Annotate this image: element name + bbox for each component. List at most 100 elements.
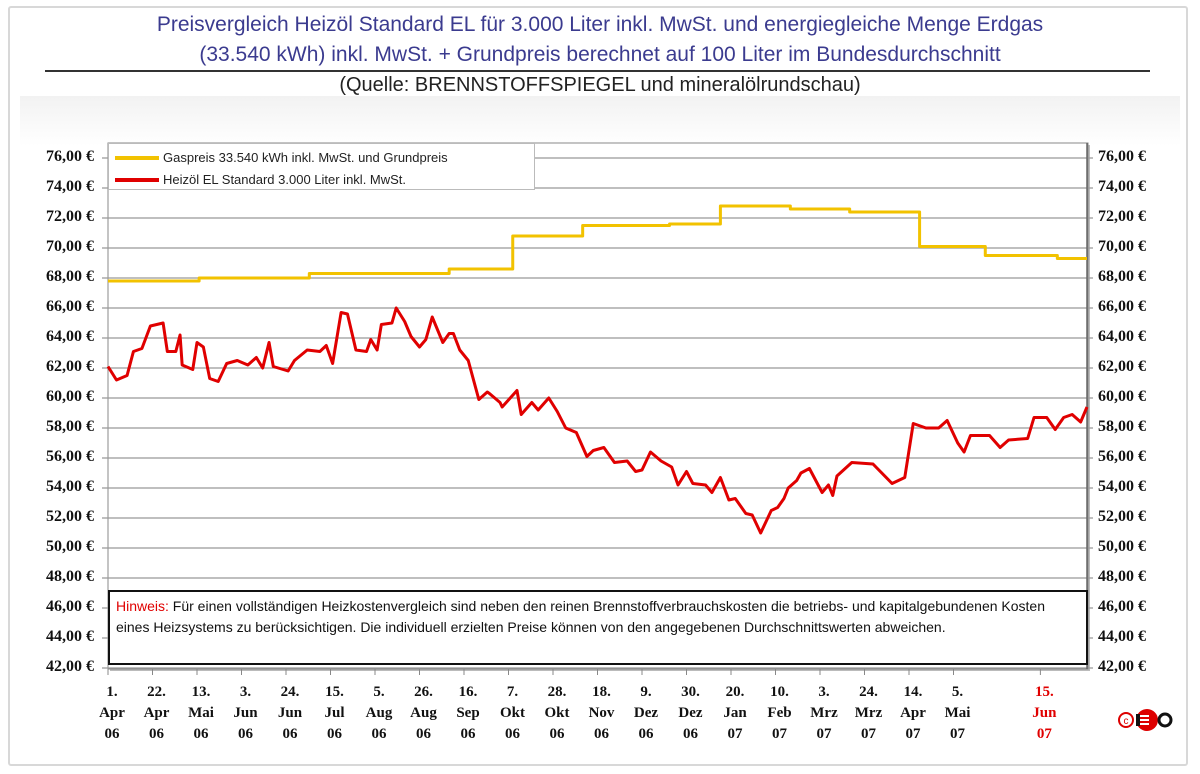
- x-tick-label: 16. Sep 06: [446, 682, 490, 745]
- y-tick-label-left: 50,00 €: [46, 538, 94, 555]
- x-tick-label: 30. Dez 06: [669, 682, 713, 745]
- chart-title-line1: Preisvergleich Heizöl Standard EL für 3.…: [156, 13, 1044, 36]
- x-tick-label-line: 06: [505, 726, 520, 742]
- x-tick-label-line: Mai: [944, 705, 971, 721]
- y-tick-label-left: 56,00 €: [46, 448, 94, 465]
- legend-label-gas: Gaspreis 33.540 kWh inkl. MwSt. und Grun…: [163, 150, 448, 165]
- x-tick-label-line: 28.: [547, 684, 567, 700]
- x-tick-label-line: Okt: [499, 705, 525, 721]
- title-underline: [45, 70, 1150, 72]
- x-tick-label-line: 06: [638, 726, 654, 742]
- x-tick-label-line: Dez: [678, 705, 703, 721]
- x-tick-label-line: Aug: [365, 705, 393, 721]
- x-tick-label-line: 06: [683, 726, 698, 742]
- x-tick-label: 20. Jan 07: [713, 682, 757, 745]
- y-tick-label-right: 52,00 €: [1098, 508, 1146, 525]
- x-tick-label-line: 06: [594, 726, 609, 742]
- header-shade: [20, 96, 1180, 146]
- legend-swatch-oil: [115, 177, 159, 182]
- x-tick-label-line: 06: [104, 726, 120, 742]
- x-tick-label-line: 06: [149, 726, 164, 742]
- legend-item-oil: Heizöl EL Standard 3.000 Liter inkl. MwS…: [115, 172, 406, 187]
- x-tick-label: 5. Aug 06: [357, 682, 401, 745]
- x-tick-label-line: 07: [727, 726, 743, 742]
- chart-title-line2: (33.540 kWh) inkl. MwSt. + Grundpreis be…: [199, 43, 1001, 66]
- x-tick-label-line: 07: [905, 726, 921, 742]
- y-tick-label-left: 70,00 €: [46, 238, 94, 255]
- x-tick-label-line: 07: [861, 726, 876, 742]
- x-tick-label: 15. Jun 07: [1022, 682, 1066, 745]
- x-tick-label-line: 07: [950, 726, 965, 742]
- x-tick-label-line: 06: [282, 726, 298, 742]
- x-tick-label: 10. Feb 07: [758, 682, 802, 745]
- chart-source: (Quelle: BRENNSTOFFSPIEGEL und mineralöl…: [339, 74, 861, 96]
- x-tick-label-line: Apr: [99, 705, 125, 721]
- y-tick-label-right: 48,00 €: [1098, 568, 1146, 585]
- x-tick-label-line: 3.: [818, 684, 830, 700]
- x-tick-label: 14. Apr 07: [891, 682, 935, 745]
- x-tick-label-line: Okt: [544, 705, 570, 721]
- y-tick-label-right: 66,00 €: [1098, 298, 1146, 315]
- x-tick-label-line: 06: [460, 726, 476, 742]
- x-tick-label-line: Apr: [143, 705, 170, 721]
- x-tick-label-line: 18.: [592, 684, 611, 700]
- x-tick-label-line: 15.: [1035, 684, 1054, 700]
- series-line-gas: [108, 204, 1087, 283]
- chart-frame: [8, 6, 1188, 766]
- x-tick-label: 22. Apr 06: [135, 682, 179, 745]
- x-tick-label-line: Jun: [1032, 705, 1057, 721]
- y-tick-label-left: 48,00 €: [46, 568, 94, 585]
- y-tick-label-right: 42,00 €: [1098, 658, 1146, 675]
- legend-item-gas: Gaspreis 33.540 kWh inkl. MwSt. und Grun…: [115, 150, 448, 165]
- x-tick-label-line: Aug: [410, 705, 437, 721]
- x-tick-label-line: 22.: [147, 684, 166, 700]
- x-tick-label-line: 26.: [414, 684, 433, 700]
- y-tick-label-right: 70,00 €: [1098, 238, 1146, 255]
- y-tick-label-right: 74,00 €: [1098, 178, 1146, 195]
- x-tick-label-line: Dez: [633, 705, 659, 721]
- plot-area: [107, 142, 1089, 670]
- x-tick-label-line: 06: [416, 726, 431, 742]
- legend-label-oil: Heizöl EL Standard 3.000 Liter inkl. MwS…: [163, 172, 407, 187]
- y-tick-label-right: 60,00 €: [1098, 388, 1146, 405]
- x-tick-label-line: 06: [549, 726, 565, 742]
- x-tick-label-line: 16.: [458, 684, 478, 700]
- y-tick-label-right: 44,00 €: [1098, 628, 1146, 645]
- y-tick-label-right: 76,00 €: [1098, 148, 1146, 165]
- x-tick-label-line: 24.: [859, 684, 878, 700]
- x-tick-label-line: 1.: [106, 684, 118, 700]
- y-tick-label-right: 54,00 €: [1098, 478, 1146, 495]
- note-box: Hinweis: Für einen vollständigen Heizkos…: [108, 590, 1088, 665]
- x-tick-label-line: Jun: [277, 705, 303, 721]
- x-tick-label: 3. Jun 06: [224, 682, 268, 745]
- x-tick-label: 13. Mai 06: [179, 682, 223, 745]
- x-tick-label-line: Jul: [324, 705, 345, 721]
- x-tick-label-line: 06: [327, 726, 342, 742]
- y-tick-label-right: 46,00 €: [1098, 598, 1146, 615]
- y-tick-label-left: 42,00 €: [46, 658, 94, 675]
- x-tick-label-line: 14.: [903, 684, 923, 700]
- y-tick-label-left: 54,00 €: [46, 478, 94, 495]
- y-tick-label-left: 52,00 €: [46, 508, 94, 525]
- y-tick-label-left: 64,00 €: [46, 328, 94, 345]
- x-tick-label-line: Jan: [723, 705, 747, 721]
- svg-text:c: c: [1124, 716, 1129, 727]
- x-tick-label-line: 5.: [951, 684, 964, 700]
- x-tick-label: 24. Mrz 07: [847, 682, 891, 745]
- y-tick-label-left: 44,00 €: [46, 628, 94, 645]
- y-tick-label-right: 62,00 €: [1098, 358, 1146, 375]
- y-tick-label-left: 76,00 €: [46, 148, 94, 165]
- x-tick-label: 24. Jun 06: [268, 682, 312, 745]
- x-tick-label: 9. Dez 06: [624, 682, 668, 745]
- y-tick-label-left: 62,00 €: [46, 358, 94, 375]
- y-tick-label-left: 46,00 €: [46, 598, 94, 615]
- y-tick-label-right: 50,00 €: [1098, 538, 1146, 555]
- y-tick-label-left: 66,00 €: [46, 298, 94, 315]
- x-tick-label-line: 06: [238, 726, 253, 742]
- x-tick-label-line: Jun: [233, 705, 258, 721]
- x-tick-label-line: 20.: [725, 684, 745, 700]
- x-tick-label-line: 24.: [280, 684, 300, 700]
- y-tick-label-left: 60,00 €: [46, 388, 94, 405]
- x-tick-label-line: 06: [371, 726, 387, 742]
